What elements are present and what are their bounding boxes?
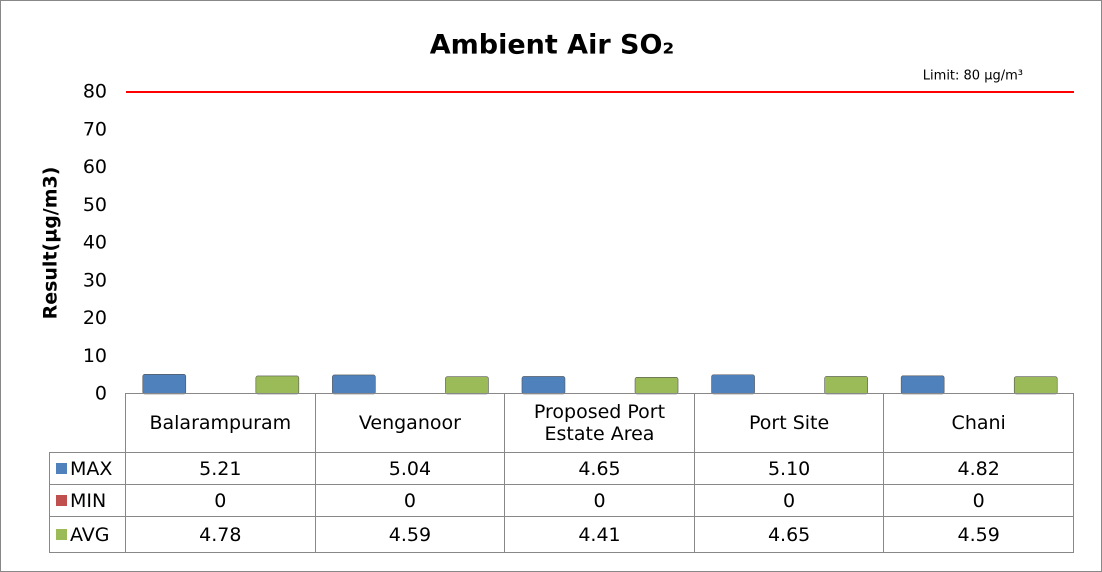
bar [1013, 376, 1058, 395]
legend-swatch [56, 495, 67, 506]
table-cell: Port Site [694, 393, 885, 453]
table-cell: 0 [884, 485, 1074, 517]
table-cell: 5.21 [126, 453, 316, 485]
table-cell: 0 [505, 485, 695, 517]
table-cell: 5.04 [315, 453, 506, 485]
legend-label: MIN [70, 489, 107, 512]
legend-swatch [56, 463, 67, 474]
table-cell: 4.59 [884, 517, 1074, 553]
bar [445, 376, 489, 395]
bar [824, 376, 868, 395]
table-cell: Balarampuram [126, 393, 316, 453]
y-tick-label: 20 [83, 307, 107, 329]
chart-title: Ambient Air SO₂ [430, 30, 675, 61]
bar [634, 377, 679, 395]
legend-label: MAX [70, 457, 113, 480]
y-tick-label: 40 [83, 232, 107, 254]
table-cell: 4.65 [505, 453, 695, 485]
y-tick-label: 10 [83, 345, 107, 367]
table-cell: Proposed Port Estate Area [505, 393, 695, 453]
limit-label: Limit: 80 µg/m³ [923, 69, 1023, 84]
y-tick-label: 50 [83, 194, 107, 216]
table-cell: 4.65 [694, 517, 885, 553]
y-tick-label: 70 [83, 118, 107, 140]
bar [711, 374, 755, 395]
data-table: Balarampuram Venganoor Proposed Port Estat… [49, 393, 1074, 553]
legend-swatch [56, 529, 67, 540]
table-cell: 4.82 [884, 453, 1074, 485]
table-cell: Chani [884, 393, 1074, 453]
legend-label: AVG [70, 523, 110, 546]
bar [142, 374, 187, 395]
table-cell: 0 [126, 485, 316, 517]
table-cell: Venganoor [315, 393, 506, 453]
y-tick-label: 80 [83, 81, 107, 103]
bar [900, 375, 945, 395]
legend-entry: MAX [49, 453, 126, 485]
table-cell: 0 [315, 485, 506, 517]
bar [332, 374, 376, 395]
bar [521, 376, 566, 395]
table-cell [49, 393, 126, 453]
bar [255, 375, 300, 395]
legend-entry: MIN [49, 485, 126, 517]
table-cell: 5.10 [694, 453, 885, 485]
y-tick-label: 0 [95, 383, 107, 405]
table-cell: 4.78 [126, 517, 316, 553]
table-cell: 4.59 [315, 517, 506, 553]
legend-entry: AVG [49, 517, 126, 553]
y-axis-label: Result(µg/m3) [40, 167, 62, 320]
table-cell: 0 [694, 485, 885, 517]
y-tick-label: 60 [83, 156, 107, 178]
y-tick-label: 30 [83, 269, 107, 291]
table-cell: 4.41 [505, 517, 695, 553]
